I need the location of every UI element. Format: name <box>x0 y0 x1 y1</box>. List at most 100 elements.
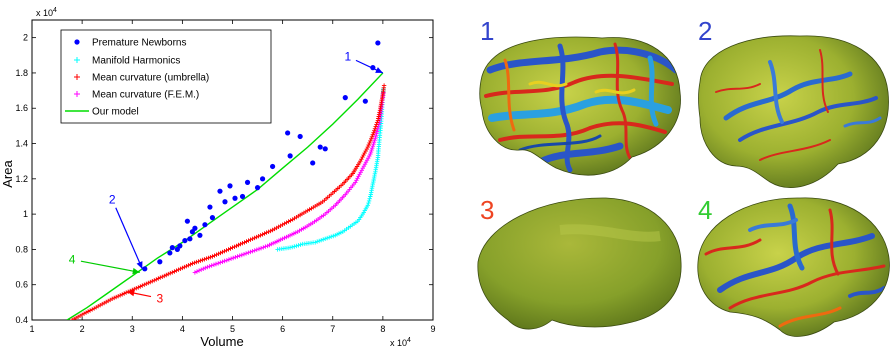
data-point <box>142 282 147 287</box>
data-point <box>370 146 375 151</box>
data-point <box>285 130 291 136</box>
data-point <box>206 255 211 261</box>
x-tick-label: 7 <box>330 324 335 334</box>
data-point <box>250 249 255 254</box>
data-point <box>322 146 328 152</box>
data-point <box>202 257 207 262</box>
data-point <box>254 185 261 191</box>
data-point <box>216 261 221 266</box>
data-point <box>138 284 143 289</box>
data-point <box>166 271 171 277</box>
brain-label-3: 3 <box>480 195 495 225</box>
legend-box <box>60 29 272 124</box>
data-point <box>252 248 257 253</box>
data-point <box>71 316 77 320</box>
data-point <box>290 244 295 250</box>
data-point <box>372 138 377 143</box>
data-point <box>362 162 368 167</box>
data-point <box>263 244 268 249</box>
data-point <box>233 255 238 260</box>
annotation-arrow <box>115 207 143 270</box>
data-point <box>182 264 187 270</box>
brain-surface-4 <box>697 197 890 337</box>
data-point <box>178 266 183 271</box>
x-tick-label: 4 <box>180 324 185 334</box>
data-point <box>270 163 276 170</box>
data-point <box>287 245 293 250</box>
data-point <box>239 193 246 200</box>
data-point <box>174 268 179 273</box>
data-point <box>167 250 173 256</box>
data-point <box>329 234 334 239</box>
data-point <box>268 228 273 234</box>
data-point <box>252 235 257 241</box>
data-point <box>180 265 185 271</box>
data-point <box>218 250 223 256</box>
data-point <box>366 198 372 204</box>
data-point <box>317 144 323 150</box>
legend-item-our-model: Our model <box>65 107 139 118</box>
data-point <box>106 298 111 304</box>
data-point <box>342 95 348 101</box>
data-point <box>260 232 265 237</box>
data-point <box>210 254 215 259</box>
data-point <box>381 83 387 88</box>
data-point <box>282 221 287 226</box>
data-point <box>216 251 221 256</box>
data-point <box>194 259 199 265</box>
data-point <box>237 253 242 258</box>
data-point <box>234 243 239 249</box>
data-point <box>246 238 251 243</box>
data-point <box>262 231 267 236</box>
series-mean-curvature-f-e-m <box>192 90 386 275</box>
data-point <box>116 294 121 299</box>
data-point <box>370 144 376 149</box>
y-axis-label: Area <box>0 160 15 188</box>
legend-label: Mean curvature (umbrella) <box>92 73 209 84</box>
data-point <box>256 246 262 252</box>
data-point <box>110 296 115 301</box>
data-point <box>211 262 217 267</box>
y-tick-label: 0.6 <box>15 280 28 290</box>
data-point <box>187 236 193 242</box>
data-point <box>298 242 303 247</box>
data-point <box>222 249 227 254</box>
data-point <box>90 307 95 312</box>
data-point <box>228 256 234 261</box>
data-point <box>222 258 227 264</box>
data-point <box>372 128 377 133</box>
x-tick-label: 8 <box>380 324 385 334</box>
data-point <box>355 176 360 181</box>
data-point <box>202 222 208 228</box>
legend: Premature Newborns Manifold Harmonics Me… <box>60 29 272 124</box>
annotation-arrow <box>80 260 140 273</box>
annotation-2: 2 <box>109 193 143 270</box>
data-point <box>192 270 198 275</box>
data-point <box>323 236 328 241</box>
data-point <box>184 218 190 224</box>
y-tick-label: 1.8 <box>15 68 28 78</box>
annotation-arrowhead <box>132 267 140 275</box>
data-point <box>136 285 141 290</box>
data-point <box>287 153 293 159</box>
data-point <box>375 40 381 46</box>
data-point <box>242 240 247 245</box>
data-point <box>207 264 212 269</box>
data-point <box>112 295 117 301</box>
series-mean-curvature-umbrella <box>69 83 387 320</box>
data-point <box>369 136 374 141</box>
data-point <box>150 279 155 284</box>
data-point <box>368 149 374 155</box>
data-point <box>124 290 129 295</box>
data-point <box>114 294 119 300</box>
data-point <box>209 215 216 221</box>
data-point <box>254 234 259 240</box>
brain-panels <box>477 35 890 337</box>
x-tick-label: 5 <box>230 324 235 334</box>
data-point <box>227 183 233 189</box>
annotation-label: 4 <box>69 253 76 267</box>
data-point <box>369 134 375 139</box>
data-point <box>172 269 177 274</box>
